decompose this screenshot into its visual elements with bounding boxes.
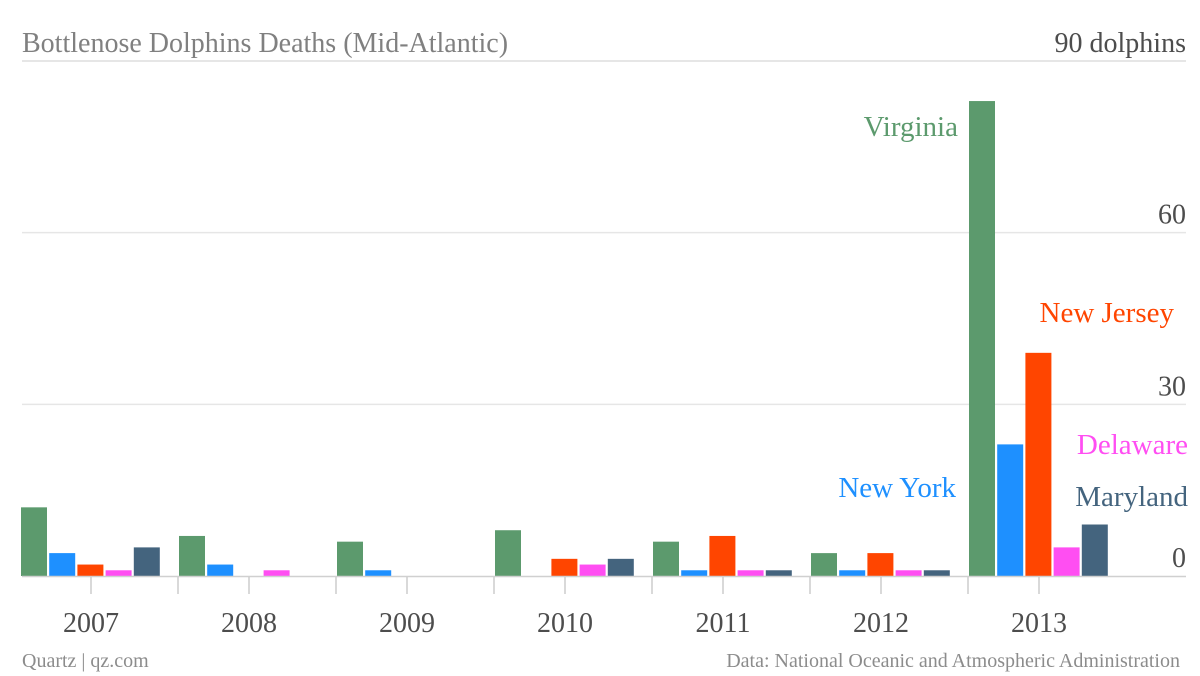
series-label: Delaware <box>1077 429 1188 461</box>
bar <box>133 547 160 576</box>
footer-source-left: Quartz | qz.com <box>22 650 149 672</box>
series-labels: Virginia New York New Jersey Delaware Maryla… <box>838 111 1188 513</box>
bar <box>681 570 708 576</box>
bar <box>811 553 837 576</box>
bar <box>207 564 234 576</box>
bar <box>21 507 47 576</box>
bar <box>997 444 1024 576</box>
x-tick-label: 2010 <box>537 608 593 639</box>
bar <box>923 570 950 576</box>
bar <box>105 570 132 576</box>
series-label: Maryland <box>1075 481 1188 513</box>
bar <box>495 530 521 576</box>
series-label: New York <box>838 472 956 504</box>
x-tick-label: 2012 <box>853 608 909 639</box>
x-tick-label: 2011 <box>696 608 751 639</box>
x-tick-label: 2009 <box>379 608 435 639</box>
y-tick-label: 30 <box>1158 371 1186 402</box>
bar <box>895 570 922 576</box>
bar <box>709 535 736 576</box>
x-tick-label: 2008 <box>221 608 277 639</box>
bar <box>1081 524 1108 576</box>
bar <box>551 558 578 576</box>
bar <box>653 541 679 576</box>
footer-source-right: Data: National Oceanic and Atmospheric A… <box>726 650 1180 672</box>
bar <box>49 553 76 576</box>
series-label: New Jersey <box>1040 297 1175 329</box>
bar <box>1025 352 1052 576</box>
unit-label: 90 dolphins <box>1055 28 1186 59</box>
bar <box>179 535 205 576</box>
bar <box>77 564 104 576</box>
bar <box>737 570 764 576</box>
y-tick-label: 60 <box>1158 200 1186 231</box>
chart-title: Bottlenose Dolphins Deaths (Mid-Atlantic… <box>22 28 508 59</box>
y-tick-label: 0 <box>1172 543 1186 574</box>
bar <box>867 553 894 576</box>
x-tick-label: 2007 <box>63 608 119 639</box>
bar <box>969 101 995 577</box>
bar <box>765 570 792 576</box>
bar <box>579 564 606 576</box>
x-tick-label: 2013 <box>1011 608 1067 639</box>
bar <box>607 558 634 576</box>
bars-layer <box>21 101 1108 577</box>
bar <box>337 541 363 576</box>
bar <box>263 570 290 576</box>
bar <box>365 570 392 576</box>
bar <box>1053 547 1080 576</box>
bar <box>839 570 866 576</box>
x-axis: 2007 2008 2009 2010 2011 2012 2013 <box>22 575 1186 639</box>
series-label: Virginia <box>864 111 959 143</box>
